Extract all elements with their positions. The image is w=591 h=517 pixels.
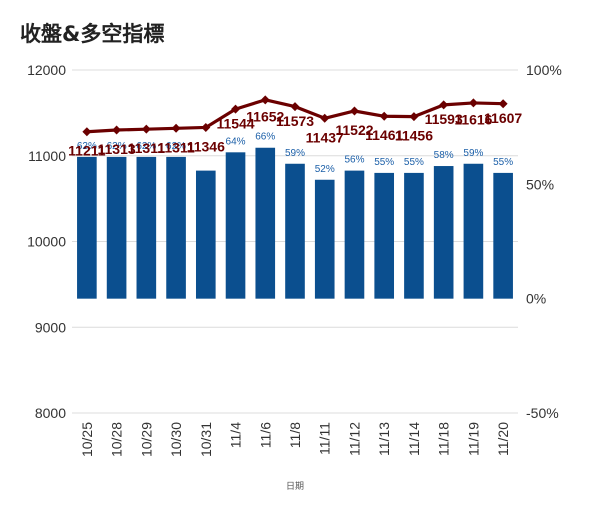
line-point [349, 106, 359, 116]
bar-data-label: 59% [463, 148, 483, 159]
bar-data-label: 56% [344, 155, 364, 166]
bar [195, 170, 216, 299]
line-data-label: 11522 [335, 122, 373, 138]
line-data-label: 11346 [187, 138, 225, 154]
line-data-label: 11461 [365, 127, 403, 143]
x-axis-tick-label: 11/19 [465, 422, 481, 456]
bar [404, 172, 424, 299]
line-point [498, 99, 508, 109]
x-axis-tick-label: 11/12 [346, 422, 362, 456]
line-point [201, 122, 211, 132]
bar [77, 156, 97, 299]
right-axis-tick-label: 0% [526, 291, 546, 307]
x-axis-tick-label: 10/31 [198, 422, 214, 457]
line-data-label: 11456 [395, 128, 433, 144]
bar-data-label: 62% [166, 141, 186, 152]
line-point [141, 124, 151, 134]
line-point [468, 98, 478, 108]
line-data-label: 11544 [216, 115, 254, 131]
line-data-label: 11593 [425, 111, 463, 127]
line-point [439, 100, 449, 110]
bar [433, 166, 454, 299]
bar-data-label: 55% [374, 157, 394, 168]
bar-data-label: 62% [77, 141, 97, 152]
bar [106, 156, 127, 299]
x-axis-tick-label: 11/18 [436, 422, 452, 456]
bar [136, 156, 157, 299]
line-data-label: 11313 [98, 141, 136, 157]
bar-data-label: 62% [107, 141, 127, 152]
line-point [379, 111, 389, 121]
x-axis-tick-label: 10/29 [138, 422, 154, 457]
line-data-label: 11616 [454, 112, 492, 128]
bar-data-label: 66% [255, 132, 275, 143]
line-data-label: 11607 [484, 110, 522, 126]
bar-data-label: 55% [493, 157, 513, 168]
x-axis-tick-label: 10/28 [109, 422, 125, 457]
bar-data-label: 58% [434, 150, 454, 161]
line-data-label: 11211 [68, 143, 106, 159]
bar-data-label: 55% [404, 157, 424, 168]
x-axis-tick-label: 10/30 [168, 422, 184, 457]
bar [314, 179, 335, 299]
bar [463, 163, 484, 299]
line-data-label: 11652 [246, 108, 284, 124]
line-point [82, 127, 92, 137]
x-axis-tick-label: 11/6 [257, 422, 273, 448]
bar [166, 156, 186, 299]
left-axis-tick-label: 11000 [28, 148, 66, 164]
x-axis-tick-label: 11/14 [406, 422, 422, 456]
bar [493, 172, 513, 299]
right-axis-tick-label: 100% [526, 62, 562, 78]
line-data-label: 11311 [157, 139, 195, 155]
bar [285, 163, 305, 299]
chart-title: 收盤&多空指標 [20, 22, 165, 46]
line-data-label: 11573 [276, 113, 314, 129]
line-data-label: 11437 [306, 129, 344, 145]
x-axis-tick-label: 11/4 [228, 422, 244, 448]
x-axis-tick-label: 10/25 [79, 422, 95, 457]
line-point [171, 123, 181, 133]
x-axis-tick-label: 11/13 [376, 422, 392, 456]
left-axis-tick-label: 12000 [27, 62, 66, 78]
x-axis-tick-label: 11/20 [495, 422, 511, 456]
bar-data-label: 62% [136, 141, 156, 152]
line-point [112, 125, 122, 135]
x-axis-title: 日期 [286, 481, 304, 491]
right-axis-tick-label: -50% [526, 405, 559, 421]
bar-data-label: 59% [285, 148, 305, 159]
x-axis-tick-label: 11/11 [317, 422, 333, 455]
x-axis-tick-label: 11/8 [287, 422, 303, 448]
line-data-label: 11311 [128, 140, 166, 156]
right-axis-tick-label: 50% [526, 176, 554, 192]
left-axis-tick-label: 10000 [27, 234, 66, 250]
line-point [260, 95, 270, 105]
bar-data-label: 52% [315, 164, 335, 175]
left-axis-tick-label: 8000 [35, 405, 66, 421]
bar [374, 172, 395, 299]
line-point [231, 104, 241, 114]
bar [255, 147, 276, 299]
bar [344, 170, 365, 299]
line-point [290, 102, 300, 112]
bar-data-label: 64% [226, 136, 246, 147]
line-point [320, 113, 330, 123]
line-point [409, 112, 419, 122]
bar [225, 152, 246, 299]
left-axis-tick-label: 9000 [35, 319, 66, 335]
